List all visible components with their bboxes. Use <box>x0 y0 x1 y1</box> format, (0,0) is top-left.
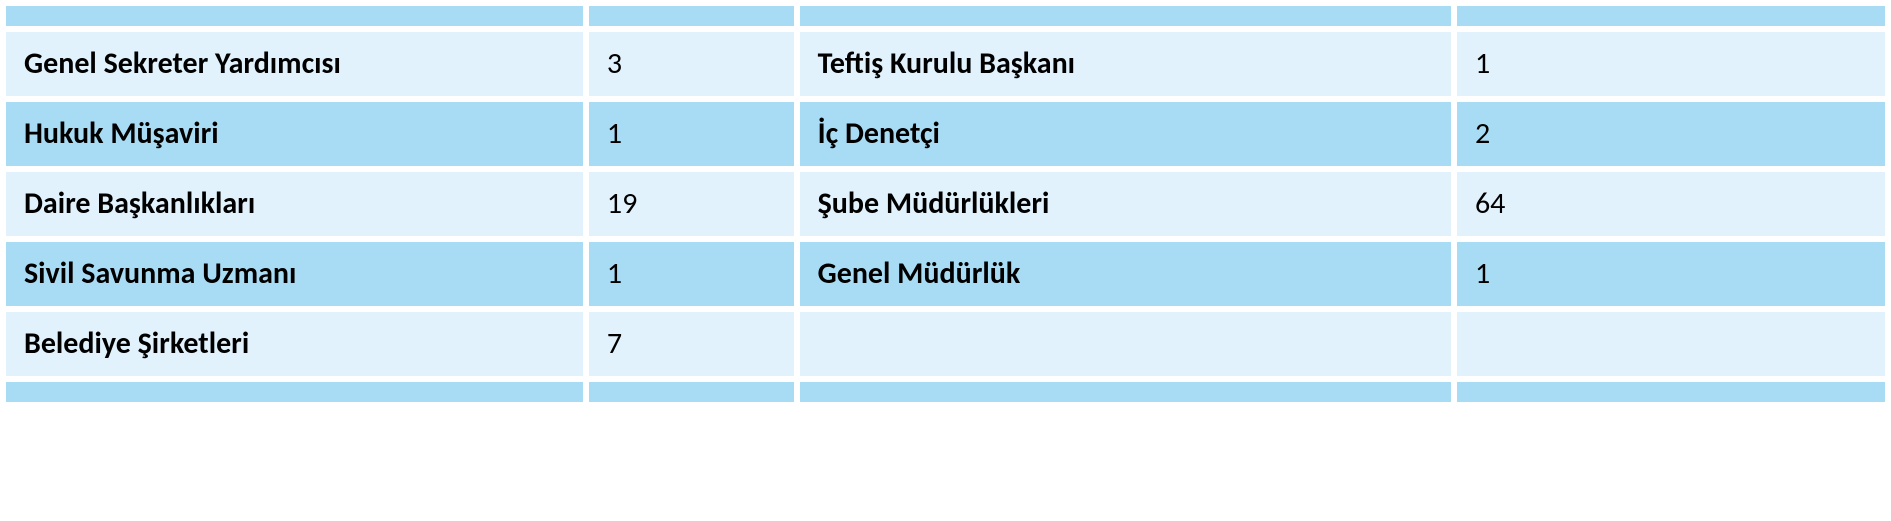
table-row: Belediye Şirketleri 7 <box>6 312 1885 376</box>
table-row: Hukuk Müşaviri 1 İç Denetçi 2 <box>6 102 1885 166</box>
cell-label: Belediye Şirketleri <box>6 312 583 376</box>
table-row: Sivil Savunma Uzmanı 1 Genel Müdürlük 1 <box>6 242 1885 306</box>
table-body: Genel Sekreter Yardımcısı 3 Teftiş Kurul… <box>6 6 1885 402</box>
cell-value: 1 <box>589 102 794 166</box>
cell-value: 1 <box>1457 32 1885 96</box>
org-units-table-container: Genel Sekreter Yardımcısı 3 Teftiş Kurul… <box>0 0 1891 408</box>
cell-label: Şube Müdürlükleri <box>800 172 1451 236</box>
cell-value: 1 <box>1457 242 1885 306</box>
table-footer-strip <box>6 382 1885 402</box>
cell-value: 64 <box>1457 172 1885 236</box>
header-cell <box>589 6 794 26</box>
footer-cell <box>589 382 794 402</box>
cell-label <box>800 312 1451 376</box>
footer-cell <box>6 382 583 402</box>
table-header-strip <box>6 6 1885 26</box>
cell-value: 1 <box>589 242 794 306</box>
cell-value <box>1457 312 1885 376</box>
cell-label: Hukuk Müşaviri <box>6 102 583 166</box>
cell-label: İç Denetçi <box>800 102 1451 166</box>
cell-label: Genel Sekreter Yardımcısı <box>6 32 583 96</box>
header-cell <box>800 6 1451 26</box>
cell-label: Genel Müdürlük <box>800 242 1451 306</box>
footer-cell <box>1457 382 1885 402</box>
header-cell <box>6 6 583 26</box>
org-units-table: Genel Sekreter Yardımcısı 3 Teftiş Kurul… <box>0 0 1891 408</box>
cell-label: Sivil Savunma Uzmanı <box>6 242 583 306</box>
cell-value: 7 <box>589 312 794 376</box>
table-row: Genel Sekreter Yardımcısı 3 Teftiş Kurul… <box>6 32 1885 96</box>
header-cell <box>1457 6 1885 26</box>
cell-value: 2 <box>1457 102 1885 166</box>
cell-label: Teftiş Kurulu Başkanı <box>800 32 1451 96</box>
cell-value: 3 <box>589 32 794 96</box>
footer-cell <box>800 382 1451 402</box>
cell-value: 19 <box>589 172 794 236</box>
cell-label: Daire Başkanlıkları <box>6 172 583 236</box>
table-row: Daire Başkanlıkları 19 Şube Müdürlükleri… <box>6 172 1885 236</box>
